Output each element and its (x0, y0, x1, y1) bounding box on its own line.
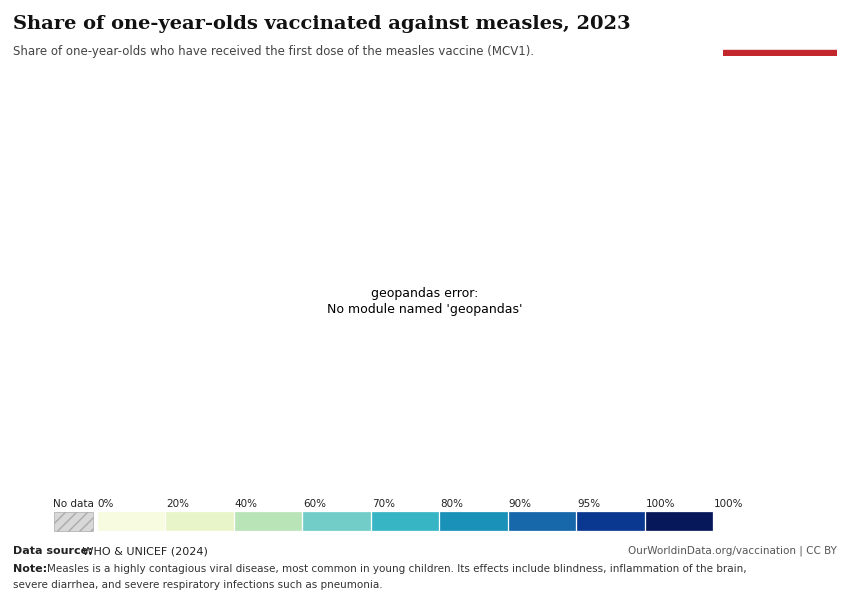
Text: No data: No data (53, 499, 94, 509)
Text: OurWorldinData.org/vaccination | CC BY: OurWorldinData.org/vaccination | CC BY (628, 546, 837, 557)
Text: Share of one-year-olds who have received the first dose of the measles vaccine (: Share of one-year-olds who have received… (13, 45, 534, 58)
Text: 20%: 20% (167, 499, 190, 509)
Text: severe diarrhea, and severe respiratory infections such as pneumonia.: severe diarrhea, and severe respiratory … (13, 580, 382, 590)
Text: 90%: 90% (508, 499, 531, 509)
Text: 60%: 60% (303, 499, 326, 509)
Text: 100%: 100% (714, 499, 744, 509)
Text: geopandas error:
No module named 'geopandas': geopandas error: No module named 'geopan… (327, 287, 523, 316)
Text: 40%: 40% (235, 499, 258, 509)
Text: Share of one-year-olds vaccinated against measles, 2023: Share of one-year-olds vaccinated agains… (13, 15, 631, 33)
Text: 70%: 70% (371, 499, 394, 509)
Bar (722, 50, 837, 56)
Text: Data source:: Data source: (13, 546, 93, 556)
Text: WHO & UNICEF (2024): WHO & UNICEF (2024) (79, 546, 208, 556)
Text: Measles is a highly contagious viral disease, most common in young children. Its: Measles is a highly contagious viral dis… (47, 564, 746, 574)
Text: 95%: 95% (577, 499, 600, 509)
Text: 80%: 80% (440, 499, 463, 509)
Text: 0%: 0% (98, 499, 114, 509)
Text: Our World
in Data: Our World in Data (750, 15, 809, 38)
Text: 100%: 100% (645, 499, 675, 509)
Text: Note:: Note: (13, 564, 47, 574)
